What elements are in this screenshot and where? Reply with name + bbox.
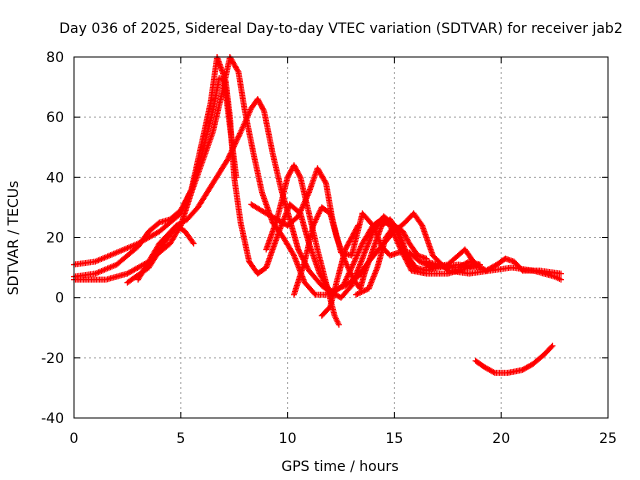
y-tick-label: -20 xyxy=(41,351,64,367)
series-markers xyxy=(318,222,362,319)
series-track-9 xyxy=(318,222,362,319)
series-track-13 xyxy=(353,222,430,298)
y-tick-label: 80 xyxy=(46,50,64,66)
series-markers xyxy=(71,75,483,301)
y-tick-label: 40 xyxy=(46,170,64,186)
series-markers xyxy=(291,204,419,298)
y-tick-label: 60 xyxy=(46,110,64,126)
x-axis-label: GPS time / hours xyxy=(281,459,398,475)
x-tick-label: 10 xyxy=(279,431,297,447)
y-tick-label: -40 xyxy=(41,411,64,427)
x-tick-label: 5 xyxy=(176,431,185,447)
series-track-11 xyxy=(472,342,556,376)
series-markers xyxy=(353,222,430,298)
y-tick-label: 20 xyxy=(46,231,64,247)
series-markers xyxy=(472,342,556,376)
chart-title: Day 036 of 2025, Sidereal Day-to-day VTE… xyxy=(59,21,622,37)
series-track-1 xyxy=(71,75,483,301)
x-tick-label: 15 xyxy=(385,431,403,447)
series-track-8 xyxy=(291,204,419,298)
y-tick-label: 0 xyxy=(55,291,64,307)
x-tick-label: 0 xyxy=(70,431,79,447)
series-track-5 xyxy=(135,222,197,283)
series-markers xyxy=(135,222,197,283)
y-axis-label: SDTVAR / TECUs xyxy=(6,181,22,296)
grid xyxy=(74,57,608,418)
x-axis: 0 5 10 15 20 25 xyxy=(70,57,617,447)
x-tick-label: 25 xyxy=(599,431,617,447)
x-tick-label: 20 xyxy=(492,431,510,447)
series-layer xyxy=(71,54,564,376)
y-axis: -40 -20 0 20 40 60 80 xyxy=(41,50,608,427)
